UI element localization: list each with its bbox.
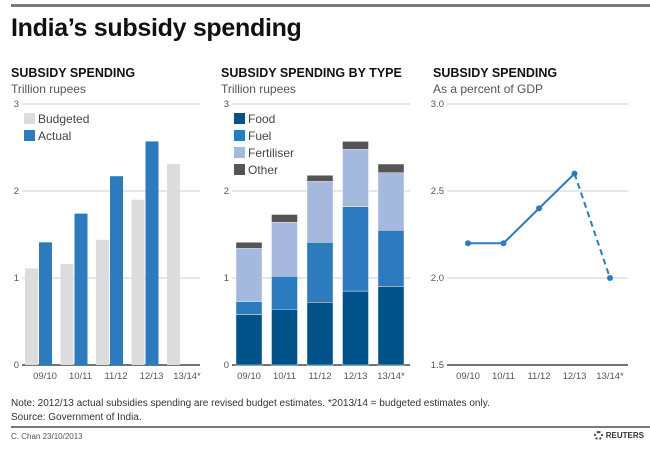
y-tick-label: 0 (224, 360, 229, 371)
data-point (465, 240, 471, 247)
x-tick-label: 11/12 (527, 371, 550, 382)
bar-budgeted (167, 164, 180, 365)
bar-segment-fertiliser (306, 181, 334, 243)
bar-segment-food (377, 286, 405, 366)
legend-swatch-other (234, 164, 245, 175)
legend-swatch-food (234, 113, 245, 124)
data-point (536, 205, 542, 212)
y-tick-label: 2 (224, 186, 229, 197)
bar-segment-fuel (377, 229, 405, 287)
bar-segment-other (271, 214, 298, 223)
bar-segment-food (342, 290, 369, 366)
bar-segment-food (235, 314, 263, 366)
chart3-title: SUBSIDY SPENDING (433, 66, 558, 80)
bar-segment-fuel (271, 276, 298, 310)
bar-actual (74, 213, 88, 365)
legend-label: Budgeted (38, 112, 89, 126)
legend-label: Actual (38, 129, 71, 143)
x-tick-label: 11/12 (308, 371, 331, 382)
bar-segment-other (306, 175, 334, 182)
x-tick-label: 13/14* (377, 371, 405, 382)
legend-swatch-actual (24, 130, 35, 141)
legend-label: Fertiliser (248, 146, 294, 160)
x-tick-label: 12/13 (140, 371, 164, 382)
bar-segment-other (235, 242, 263, 249)
bar-actual (110, 176, 123, 365)
data-point (607, 275, 613, 281)
y-tick-label: 0 (14, 360, 19, 371)
y-tick-label: 2.5 (431, 186, 444, 197)
chart3-subtitle: As a percent of GDP (433, 82, 544, 96)
bar-segment-food (306, 302, 334, 366)
footnote: Note: 2012/13 actual subsidies spending … (11, 397, 490, 425)
footer-rule (11, 426, 650, 428)
y-tick-label: 3 (14, 99, 19, 110)
legend-label: Food (248, 112, 275, 126)
bar-budgeted (131, 199, 145, 365)
data-point (500, 240, 507, 247)
bar-segment-fertiliser (377, 172, 405, 231)
note-text: Note: 2012/13 actual subsidies spending … (11, 398, 490, 409)
data-point (571, 170, 578, 177)
chart2-title: SUBSIDY SPENDING BY TYPE (221, 66, 402, 80)
legend-label: Other (248, 163, 278, 177)
chart2-subtitle: Trillion rupees (221, 82, 296, 96)
legend-swatch-fertiliser (234, 147, 245, 158)
y-tick-label: 2 (14, 186, 19, 197)
reuters-logo-icon (593, 431, 603, 440)
line-segment (538, 172, 576, 210)
legend-label: Fuel (248, 129, 271, 143)
legend-swatch-budgeted (24, 113, 35, 124)
x-tick-label: 11/12 (104, 371, 127, 382)
chart1-title: SUBSIDY SPENDING (11, 66, 136, 80)
bar-segment-fertiliser (271, 222, 298, 277)
page-title: India’s subsidy spending (11, 14, 302, 42)
x-tick-label: 09/10 (237, 371, 261, 382)
bar-actual (145, 141, 159, 365)
bar-segment-other (342, 141, 369, 150)
x-tick-label: 13/14* (596, 371, 624, 382)
source-text: Source: Government of India. (11, 412, 142, 423)
top-rule (11, 4, 650, 7)
line-segment-dashed (573, 173, 611, 279)
bar-budgeted (60, 264, 74, 365)
y-tick-label: 2.0 (431, 273, 444, 284)
x-tick-label: 12/13 (344, 371, 368, 382)
x-tick-label: 10/11 (492, 371, 515, 382)
bar-segment-other (377, 163, 405, 173)
x-tick-label: 09/10 (456, 371, 480, 382)
x-tick-label: 10/11 (273, 371, 296, 382)
x-tick-label: 10/11 (69, 371, 92, 382)
y-tick-label: 1 (14, 273, 19, 284)
y-tick-label: 3.0 (431, 99, 444, 110)
bar-segment-fertiliser (342, 149, 369, 207)
legend-swatch-fuel (234, 130, 245, 141)
x-tick-label: 13/14* (173, 371, 201, 382)
line-segment (502, 207, 540, 244)
y-tick-label: 1.5 (431, 360, 444, 371)
bar-segment-fertiliser (235, 248, 263, 302)
bar-budgeted (96, 239, 109, 365)
bar-segment-food (271, 309, 298, 366)
bar-actual (39, 242, 52, 365)
chart1-subtitle: Trillion rupees (11, 82, 86, 96)
reuters-logo: REUTERS (593, 431, 644, 440)
y-tick-label: 3 (224, 99, 229, 110)
bar-segment-fuel (342, 206, 369, 292)
bar-segment-fuel (306, 242, 334, 303)
y-tick-label: 1 (224, 273, 229, 284)
credit-text: C. Chan 23/10/2013 (11, 432, 83, 441)
x-tick-label: 12/13 (563, 371, 587, 382)
bar-segment-fuel (235, 301, 263, 315)
x-tick-label: 09/10 (33, 371, 57, 382)
logo-text: REUTERS (605, 431, 644, 440)
bar-budgeted (25, 268, 38, 365)
